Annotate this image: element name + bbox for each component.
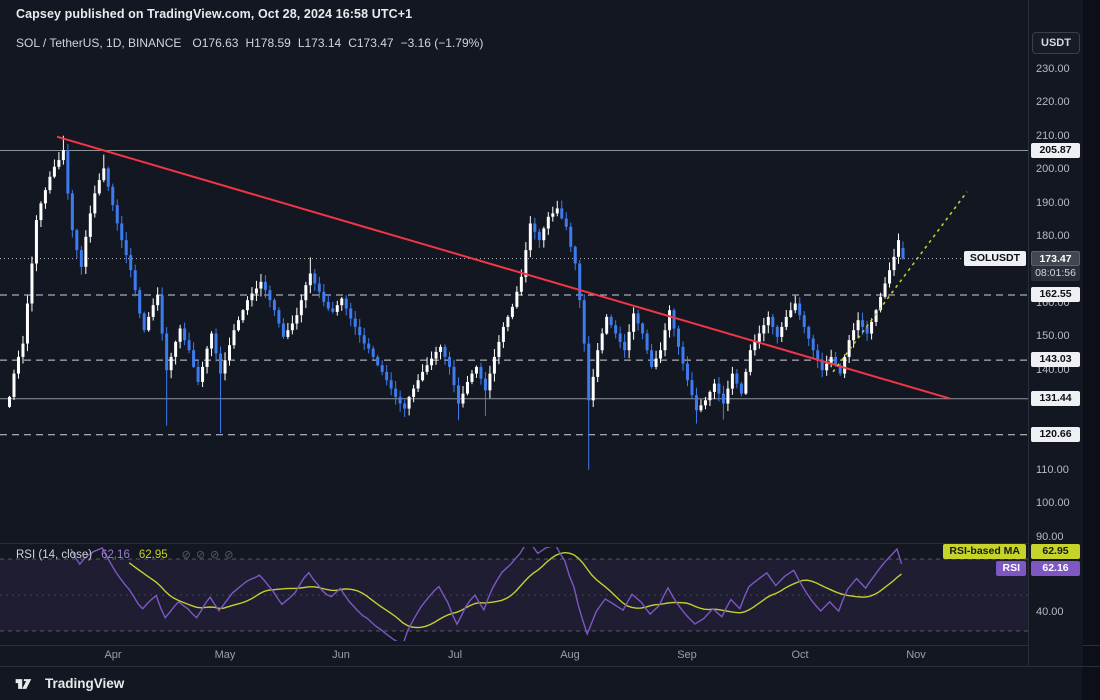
ohlc-change: −3.16 (−1.79%): [400, 36, 484, 50]
pane-divider[interactable]: [0, 543, 1082, 544]
rsi-ma-value-badge: 62.95: [1031, 544, 1080, 559]
tradingview-wordmark[interactable]: TradingView: [45, 676, 125, 691]
rsi-toolbar: ⊘ ⊘ ⊘ ⊘: [177, 548, 234, 561]
chart-canvas[interactable]: [0, 0, 1028, 666]
tradingview-logo-icon[interactable]: [14, 677, 37, 691]
last-price-badge: 173.47: [1031, 251, 1080, 266]
price-scale-label: 100.00: [1036, 497, 1070, 509]
rsi-value-badge: 62.16: [1031, 561, 1080, 576]
level-badge-205-87: 205.87: [1031, 143, 1080, 158]
countdown-badge: 08:01:56: [1031, 266, 1080, 281]
rsi-delete-icon[interactable]: ⊘: [210, 549, 220, 561]
attribution-text: Capsey published on TradingView.com, Oct…: [16, 7, 413, 21]
time-axis-label: Jun: [332, 649, 350, 661]
right-edge-strip: [1082, 0, 1100, 700]
rsi-hide-icon[interactable]: ⊘: [181, 549, 191, 561]
rsi-settings-icon[interactable]: ⊘: [195, 549, 206, 561]
price-scale-label: 210.00: [1036, 130, 1070, 142]
footer-divider: [0, 666, 1100, 667]
level-badge-131-44: 131.44: [1031, 391, 1080, 406]
price-scale-label: 140.00: [1036, 364, 1070, 376]
price-scale-label: 190.00: [1036, 197, 1070, 209]
rsi-legend: RSI (14, close) 62.16 62.95 ⊘ ⊘ ⊘ ⊘: [16, 548, 234, 562]
price-scale-label: 40.00: [1036, 606, 1064, 618]
ohlc-open: O176.63: [192, 36, 239, 50]
rsi-title[interactable]: RSI (14, close): [16, 548, 93, 561]
footer-bar: TradingView: [0, 667, 1082, 700]
price-scale-label: 230.00: [1036, 63, 1070, 75]
time-axis-label: Jul: [447, 649, 463, 661]
rsi-more-icon[interactable]: ⊘: [224, 549, 234, 561]
price-scale-label: 110.00: [1036, 464, 1069, 476]
axis-divider: [0, 645, 1100, 646]
price-scale-label: 180.00: [1036, 230, 1070, 242]
price-scale-label: 90.00: [1036, 531, 1064, 543]
time-axis-label: Sep: [677, 649, 697, 661]
level-badge-162-55: 162.55: [1031, 287, 1080, 302]
price-scale-label: 150.00: [1036, 330, 1070, 342]
price-scale-label: 220.00: [1036, 96, 1070, 108]
price-scale-label: 200.00: [1036, 163, 1070, 175]
level-badge-120-66: 120.66: [1031, 427, 1080, 442]
price-scale[interactable]: USDT 230.00 220.00 210.00 200.00 190.00 180.0…: [1028, 0, 1083, 666]
ohlc-low: L173.14: [297, 36, 342, 50]
symbol-legend: SOL / TetherUS, 1D, BINANCE O176.63 H178…: [16, 36, 483, 50]
time-axis-label: May: [214, 649, 236, 661]
rsi-ma-legend-value: 62.95: [138, 548, 168, 561]
ohlc-close: C173.47: [348, 36, 394, 50]
time-axis-label: Oct: [791, 649, 809, 661]
rsi-legend-value: 62.16: [101, 548, 130, 561]
level-badge-143-03: 143.03: [1031, 352, 1080, 367]
time-axis[interactable]: Apr May Jun Jul Aug Sep Oct Nov: [0, 646, 1082, 666]
currency-unit-button[interactable]: USDT: [1032, 32, 1080, 54]
time-axis-label: Nov: [906, 649, 926, 661]
time-axis-label: Aug: [560, 649, 580, 661]
time-axis-label: Apr: [104, 649, 122, 661]
ohlc-high: H178.59: [245, 36, 291, 50]
symbol-title[interactable]: SOL / TetherUS, 1D, BINANCE: [16, 36, 182, 50]
